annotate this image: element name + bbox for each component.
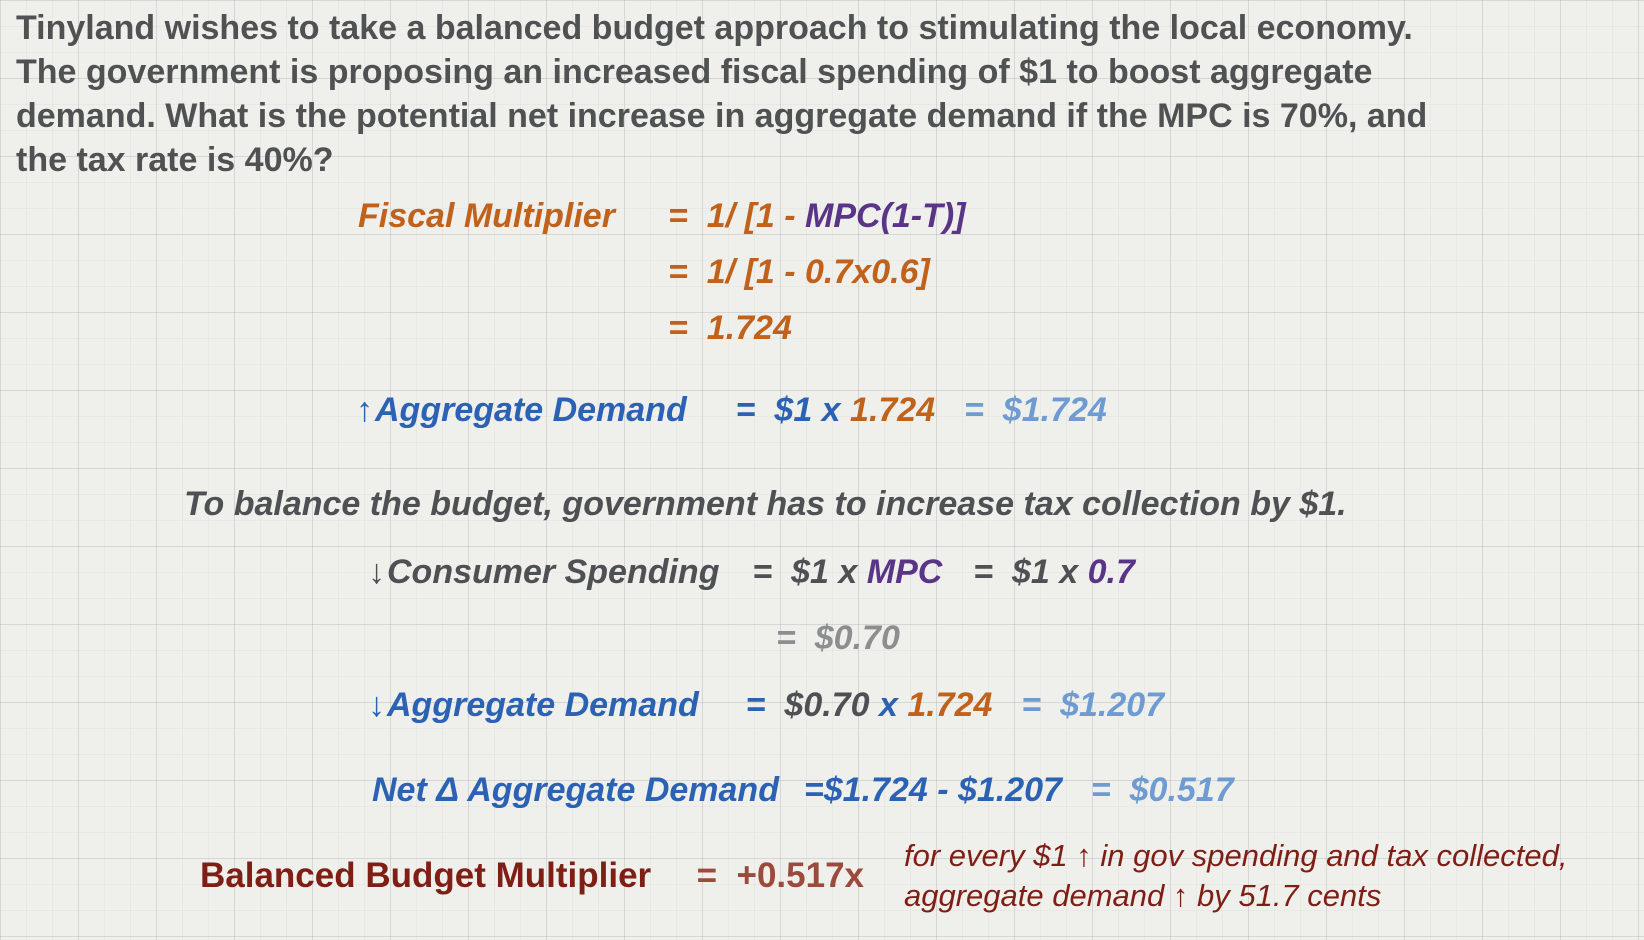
consumer-spending-label: Consumer Spending <box>387 553 720 591</box>
equals-sign: = <box>964 391 984 429</box>
down-arrow-icon: ↓ <box>368 553 385 591</box>
equals-sign: = <box>745 686 766 724</box>
equals-sign: = <box>735 391 756 429</box>
mpc-value: 0.7 <box>1087 553 1135 591</box>
up-arrow-icon: ↑ <box>356 391 373 429</box>
expr-part: $1 x <box>774 391 851 429</box>
equals-sign: = <box>803 771 824 809</box>
bbm-row: Balanced Budget Multiplier = +0.517x <box>200 856 864 896</box>
balance-budget-note: To balance the budget, government has to… <box>184 485 1347 523</box>
fiscal-multiplier-label: Fiscal Multiplier <box>358 197 615 235</box>
equals-sign: = <box>1021 686 1042 724</box>
equals-sign: = <box>668 309 688 347</box>
expr-part: $1 x <box>791 553 867 591</box>
formula-part: 1/ [1 - <box>706 197 806 235</box>
mpc-label: MPC <box>866 553 943 591</box>
ad-decrease-label: Aggregate Demand <box>387 686 699 724</box>
bbm-value: +0.517x <box>736 856 865 895</box>
consumer-spending-result: = $0.70 <box>776 618 900 658</box>
equals-sign: = <box>776 619 796 657</box>
equals-sign: = <box>696 856 718 895</box>
equals-sign: = <box>973 553 994 591</box>
question-line: the tax rate is 40%? <box>16 141 334 179</box>
equals-sign: = <box>752 553 773 591</box>
down-arrow-icon: ↓ <box>368 686 385 724</box>
formula-substituted: 1/ [1 - 0.7x0.6] <box>706 253 930 291</box>
expr-part: $1 x <box>1012 553 1088 591</box>
question-line: The government is proposing an increased… <box>16 53 1373 91</box>
question-line: demand. What is the potential net increa… <box>16 97 1428 135</box>
ad-decrease-result: $1.207 <box>1060 686 1165 724</box>
net-ad-row: Net Δ Aggregate Demand =$1.724 - $1.207 … <box>372 770 1234 810</box>
expr-part: $0.70 <box>784 686 870 724</box>
bbm-note: for every $1 ↑ in gov spending and tax c… <box>904 836 1567 916</box>
multiplier-value: 1.724 <box>850 391 936 429</box>
consumer-spending-row: ↓Consumer Spending = $1 x MPC = $1 x 0.7 <box>368 552 1135 592</box>
formula-mpc-part: MPC(1-T)] <box>805 197 966 235</box>
equals-sign: = <box>1090 771 1111 809</box>
consumer-spending-value: $0.70 <box>814 619 900 657</box>
ad-increase-row: ↑Aggregate Demand = $1 x 1.724 = $1.724 <box>356 390 1107 430</box>
equals-sign: = <box>668 253 688 291</box>
multiplier-value: 1.724 <box>907 686 993 724</box>
net-ad-result: $0.517 <box>1129 771 1234 809</box>
question-text: Tinyland wishes to take a balanced budge… <box>16 6 1616 182</box>
ad-increase-label: Aggregate Demand <box>375 391 687 429</box>
ad-increase-result: $1.724 <box>1002 391 1107 429</box>
ad-decrease-row: ↓Aggregate Demand = $0.70 x 1.724 = $1.2… <box>368 685 1164 725</box>
net-ad-expr: $1.724 - $1.207 <box>823 771 1062 809</box>
bbm-note-line: for every $1 ↑ in gov spending and tax c… <box>904 838 1568 873</box>
fiscal-multiplier-result: = 1.724 <box>668 308 792 348</box>
bbm-label: Balanced Budget Multiplier <box>200 856 652 895</box>
question-line: Tinyland wishes to take a balanced budge… <box>16 9 1413 47</box>
fiscal-multiplier-step2: = 1/ [1 - 0.7x0.6] <box>668 252 930 292</box>
fiscal-multiplier-formula: = 1/ [1 - MPC(1-T)] <box>668 196 966 236</box>
multiplier-value: 1.724 <box>706 309 792 347</box>
bbm-note-line: aggregate demand ↑ by 51.7 cents <box>904 878 1382 913</box>
expr-part: x <box>869 686 908 724</box>
equals-sign: = <box>668 197 688 235</box>
net-ad-label: Net Δ Aggregate Demand <box>372 771 779 809</box>
